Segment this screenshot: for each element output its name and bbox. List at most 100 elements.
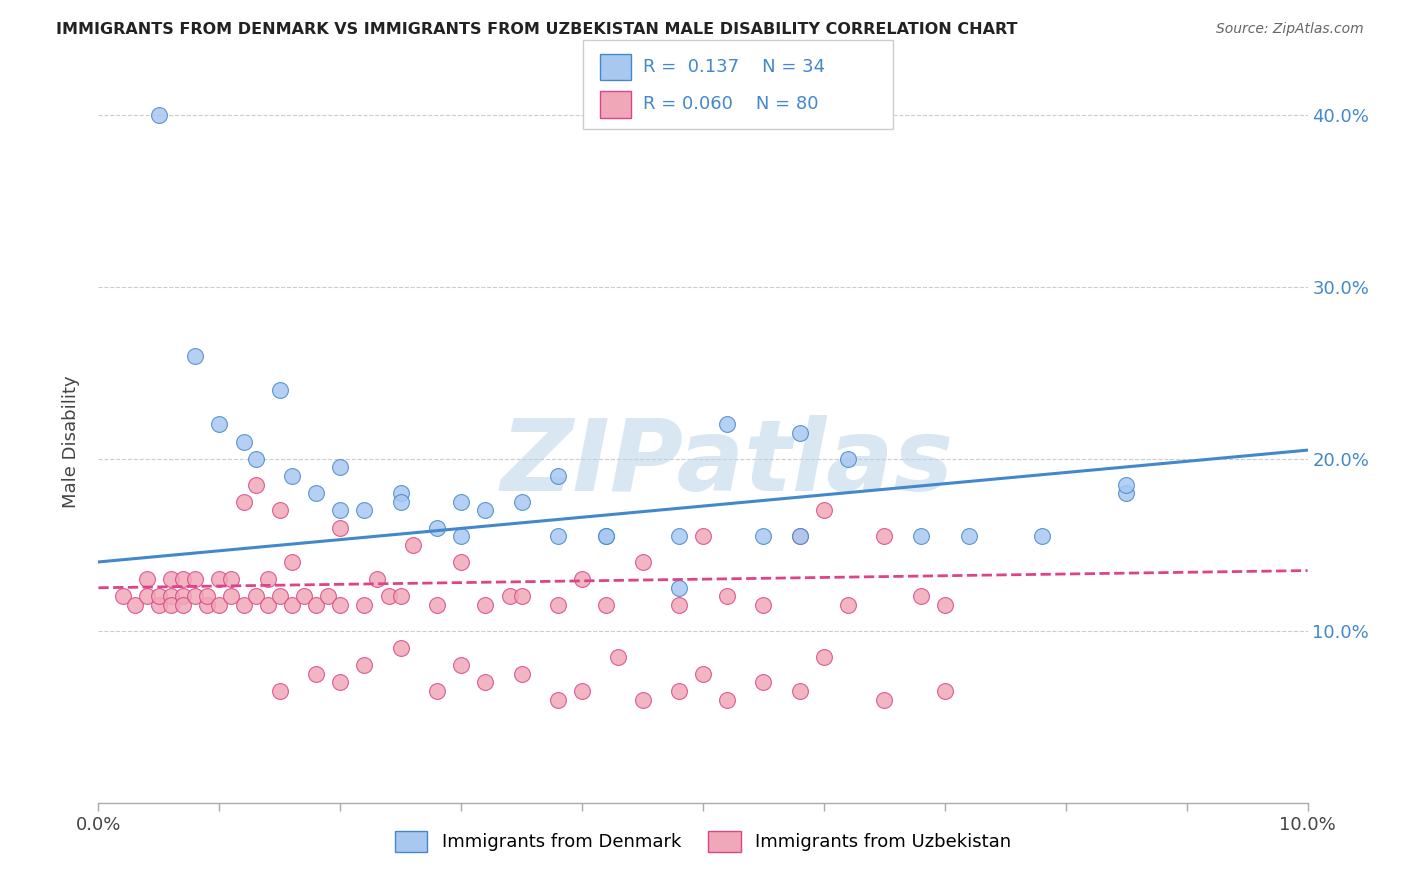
Point <box>160 572 183 586</box>
Point <box>510 494 533 508</box>
Point <box>910 590 932 604</box>
Point <box>631 555 654 569</box>
Point <box>160 590 183 604</box>
Point <box>910 529 932 543</box>
Point <box>269 383 291 397</box>
Point <box>873 529 896 543</box>
Point <box>195 590 218 604</box>
Point <box>450 529 472 543</box>
Point <box>329 460 352 475</box>
Point <box>474 598 496 612</box>
Point <box>450 555 472 569</box>
Point <box>837 451 859 466</box>
Point <box>692 529 714 543</box>
Point <box>498 590 520 604</box>
Point <box>789 684 811 698</box>
Point <box>837 598 859 612</box>
Point <box>353 503 375 517</box>
Point <box>256 598 278 612</box>
Point <box>716 590 738 604</box>
Point <box>281 469 304 483</box>
Text: Source: ZipAtlas.com: Source: ZipAtlas.com <box>1216 22 1364 37</box>
Point <box>232 494 254 508</box>
Point <box>111 590 134 604</box>
Point <box>377 590 399 604</box>
Point <box>873 692 896 706</box>
Point <box>450 494 472 508</box>
Point <box>595 529 617 543</box>
Point <box>571 684 593 698</box>
Point <box>571 572 593 586</box>
Point <box>789 529 811 543</box>
Point <box>668 529 690 543</box>
Point <box>474 503 496 517</box>
Point <box>1031 529 1053 543</box>
Point <box>474 675 496 690</box>
Legend: Immigrants from Denmark, Immigrants from Uzbekistan: Immigrants from Denmark, Immigrants from… <box>388 823 1018 859</box>
Point <box>957 529 980 543</box>
Point <box>934 684 956 698</box>
Point <box>389 590 412 604</box>
Point <box>135 590 157 604</box>
Point <box>221 572 243 586</box>
Point <box>595 598 617 612</box>
Point <box>547 529 569 543</box>
Point <box>752 598 775 612</box>
Point <box>426 520 449 534</box>
Text: ZIPatlas: ZIPatlas <box>501 415 953 512</box>
Point <box>269 503 291 517</box>
Point <box>631 692 654 706</box>
Point <box>510 666 533 681</box>
Point <box>789 529 811 543</box>
Text: R =  0.137    N = 34: R = 0.137 N = 34 <box>643 58 825 76</box>
Point <box>934 598 956 612</box>
Point <box>269 684 291 698</box>
Point <box>160 598 183 612</box>
Point <box>510 590 533 604</box>
Point <box>305 666 328 681</box>
Point <box>353 658 375 673</box>
Point <box>281 598 304 612</box>
Point <box>547 469 569 483</box>
Point <box>1115 477 1137 491</box>
Point <box>172 590 194 604</box>
Point <box>668 598 690 612</box>
Point <box>329 598 352 612</box>
Point <box>329 503 352 517</box>
Point <box>245 477 267 491</box>
Point <box>208 417 231 432</box>
Point <box>184 590 207 604</box>
Point <box>232 598 254 612</box>
Point <box>692 666 714 681</box>
Point <box>813 649 835 664</box>
Point <box>716 692 738 706</box>
Point <box>148 598 170 612</box>
Point <box>281 555 304 569</box>
Point <box>389 486 412 500</box>
Point <box>389 494 412 508</box>
Point <box>184 572 207 586</box>
Point <box>245 590 267 604</box>
Point <box>450 658 472 673</box>
Point <box>353 598 375 612</box>
Point <box>195 598 218 612</box>
Point <box>668 684 690 698</box>
Point <box>668 581 690 595</box>
Point <box>426 684 449 698</box>
Point <box>716 417 738 432</box>
Point <box>316 590 339 604</box>
Point <box>124 598 146 612</box>
Point <box>813 503 835 517</box>
Point <box>607 649 630 664</box>
Point <box>305 486 328 500</box>
Point <box>329 520 352 534</box>
Point <box>172 598 194 612</box>
Point <box>184 349 207 363</box>
Point <box>269 590 291 604</box>
Point <box>329 675 352 690</box>
Point <box>208 572 231 586</box>
Point <box>256 572 278 586</box>
Text: IMMIGRANTS FROM DENMARK VS IMMIGRANTS FROM UZBEKISTAN MALE DISABILITY CORRELATIO: IMMIGRANTS FROM DENMARK VS IMMIGRANTS FR… <box>56 22 1018 37</box>
Point <box>789 425 811 440</box>
Point <box>245 451 267 466</box>
